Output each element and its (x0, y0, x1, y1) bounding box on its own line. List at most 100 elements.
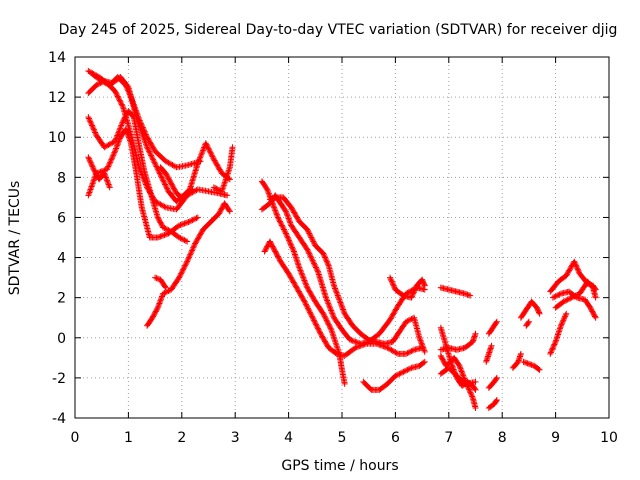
data-point (283, 211, 290, 218)
data-point (588, 307, 595, 314)
data-point (149, 155, 156, 162)
data-point (528, 361, 535, 368)
data-point (286, 271, 293, 278)
data-point (144, 134, 151, 141)
data-point (349, 337, 356, 344)
data-point (313, 322, 320, 329)
data-point (441, 359, 448, 366)
data-point (559, 318, 566, 325)
data-point (283, 209, 290, 216)
data-point (268, 241, 275, 248)
data-point (211, 157, 218, 164)
data-point (287, 219, 294, 226)
data-point (421, 282, 428, 289)
data-point (184, 258, 191, 265)
x-tick-label: 4 (284, 430, 293, 446)
data-point (122, 114, 129, 121)
data-point (403, 318, 410, 325)
data-point (320, 312, 327, 319)
data-point (281, 227, 288, 234)
data-point (336, 298, 343, 305)
data-point (161, 225, 168, 232)
data-point (536, 366, 543, 373)
data-point (323, 258, 330, 265)
data-point (324, 298, 331, 305)
data-point (308, 254, 315, 261)
data-point (536, 309, 543, 316)
data-point (568, 263, 575, 270)
data-point (162, 170, 169, 177)
data-point (405, 366, 412, 373)
data-point (206, 146, 213, 153)
data-point (273, 211, 280, 218)
data-point (326, 322, 333, 329)
data-point (460, 372, 467, 379)
data-point (396, 370, 403, 377)
data-point (310, 294, 317, 301)
data-point (418, 338, 425, 345)
data-point (393, 372, 400, 379)
data-point (309, 293, 316, 300)
data-point (320, 250, 327, 257)
data-point (195, 158, 202, 165)
data-point (306, 231, 313, 238)
data-point (162, 225, 169, 232)
data-point (569, 293, 576, 300)
data-point (149, 144, 156, 151)
data-point (97, 168, 104, 175)
data-point (176, 222, 183, 229)
series-arc-y (485, 396, 500, 411)
data-point (289, 245, 296, 252)
data-point (329, 311, 336, 318)
data-point (169, 182, 176, 189)
data-point (160, 290, 167, 297)
data-point (188, 248, 195, 255)
data-point (112, 89, 119, 96)
data-point (314, 267, 321, 274)
data-point (493, 374, 500, 381)
y-axis-label: SDTVAR / TECUs (7, 181, 23, 296)
data-point (334, 291, 341, 298)
y-tick-label: 14 (48, 50, 66, 66)
data-point (176, 273, 183, 280)
data-point (388, 277, 395, 284)
data-point (309, 314, 316, 321)
data-point (401, 368, 408, 375)
data-point (118, 100, 125, 107)
data-point (549, 345, 556, 352)
data-point (552, 340, 559, 347)
data-point (272, 249, 279, 256)
data-point (88, 183, 95, 190)
data-point (405, 317, 412, 324)
data-point (395, 371, 402, 378)
data-point (210, 154, 217, 161)
series-arc-p (387, 274, 428, 301)
data-point (148, 153, 155, 160)
data-point (459, 369, 466, 376)
data-point (456, 362, 463, 369)
data-point (150, 156, 157, 163)
data-point (303, 302, 310, 309)
data-point (197, 154, 204, 161)
data-point (186, 218, 193, 225)
data-point (321, 253, 328, 260)
data-point (336, 296, 343, 303)
data-point (194, 236, 201, 243)
data-point (420, 359, 427, 366)
chart-title: Day 245 of 2025, Sidereal Day-to-day VTE… (59, 22, 618, 38)
data-point (573, 291, 580, 298)
data-point (93, 171, 100, 178)
data-point (162, 231, 169, 238)
data-point (407, 365, 414, 372)
data-point (574, 266, 581, 273)
data-point (467, 292, 474, 299)
data-point (195, 235, 202, 242)
y-tick-label: 10 (48, 130, 66, 146)
data-point (319, 309, 326, 316)
data-point (293, 284, 300, 291)
data-point (156, 233, 163, 240)
data-point (90, 125, 97, 132)
data-point (102, 173, 109, 180)
data-point (85, 190, 92, 197)
